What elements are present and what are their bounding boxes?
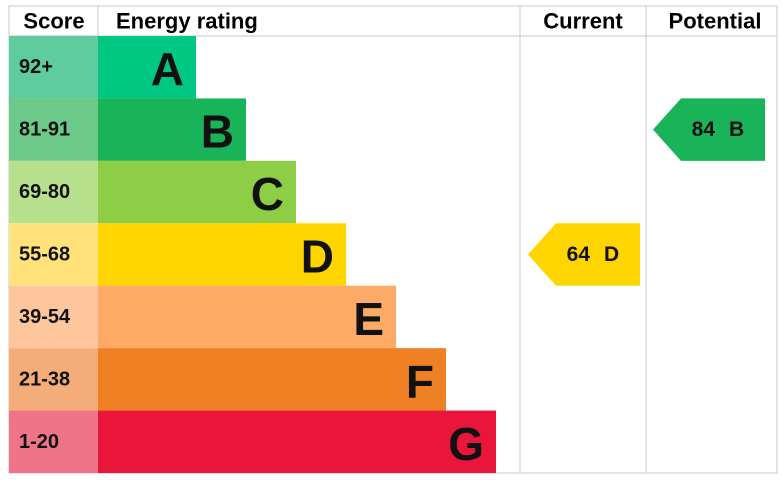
header-rating: Energy rating (116, 9, 258, 34)
score-range: 21-38 (19, 368, 70, 390)
rating-bar (98, 348, 446, 411)
rating-bar (98, 36, 196, 99)
current-arrow (528, 223, 640, 286)
current-score: 64 (567, 243, 591, 266)
score-cell (9, 223, 98, 286)
score-range: 92+ (19, 56, 53, 78)
rating-bar (98, 98, 246, 161)
score-range: 55-68 (19, 244, 70, 266)
rating-letter: C (251, 168, 284, 220)
score-cell (9, 98, 98, 161)
header-potential: Potential (669, 9, 762, 34)
rating-letter: D (301, 231, 334, 283)
potential-score: 84 (692, 118, 716, 141)
rating-bar (98, 285, 396, 349)
header-score: Score (23, 9, 84, 34)
score-cell (9, 285, 98, 349)
rating-letter: B (201, 106, 234, 158)
score-cell (9, 160, 98, 224)
score-cell (9, 348, 98, 411)
rating-bar (98, 160, 296, 224)
score-range: 39-54 (19, 306, 71, 328)
score-cell (9, 36, 98, 99)
rating-letter: E (353, 293, 384, 345)
score-range: 1-20 (19, 431, 59, 453)
rating-letter: G (448, 418, 484, 470)
current-rating: D (604, 243, 619, 266)
potential-rating: B (729, 118, 744, 141)
score-range: 69-80 (19, 181, 70, 203)
rating-letter: F (406, 355, 434, 407)
rating-bar (98, 223, 346, 286)
header-current: Current (543, 9, 623, 34)
score-cell (9, 410, 98, 473)
rating-bar (98, 410, 496, 473)
score-range: 81-91 (19, 119, 70, 141)
potential-arrow (653, 98, 765, 161)
rating-letter: A (151, 43, 184, 95)
